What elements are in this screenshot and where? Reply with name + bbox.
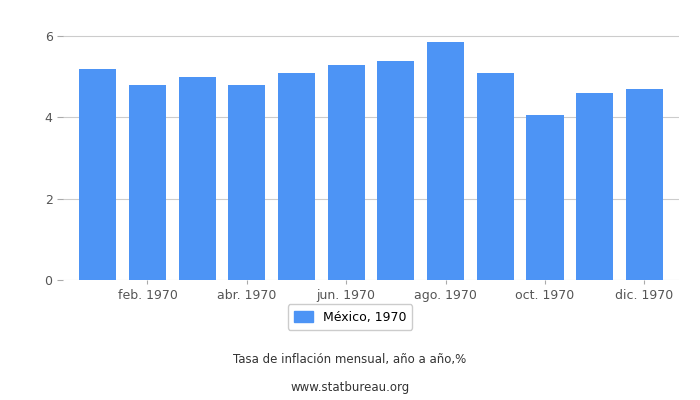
Bar — [576, 93, 613, 280]
Bar — [129, 85, 166, 280]
Bar — [377, 60, 414, 280]
Bar — [626, 89, 663, 280]
Bar — [79, 69, 116, 280]
Text: Tasa de inflación mensual, año a año,%: Tasa de inflación mensual, año a año,% — [233, 354, 467, 366]
Bar — [278, 73, 315, 280]
Text: www.statbureau.org: www.statbureau.org — [290, 382, 410, 394]
Bar — [477, 73, 514, 280]
Bar — [328, 64, 365, 280]
Bar — [526, 115, 564, 280]
Bar — [228, 85, 265, 280]
Bar — [427, 42, 464, 280]
Bar — [178, 77, 216, 280]
Legend: México, 1970: México, 1970 — [288, 304, 412, 330]
